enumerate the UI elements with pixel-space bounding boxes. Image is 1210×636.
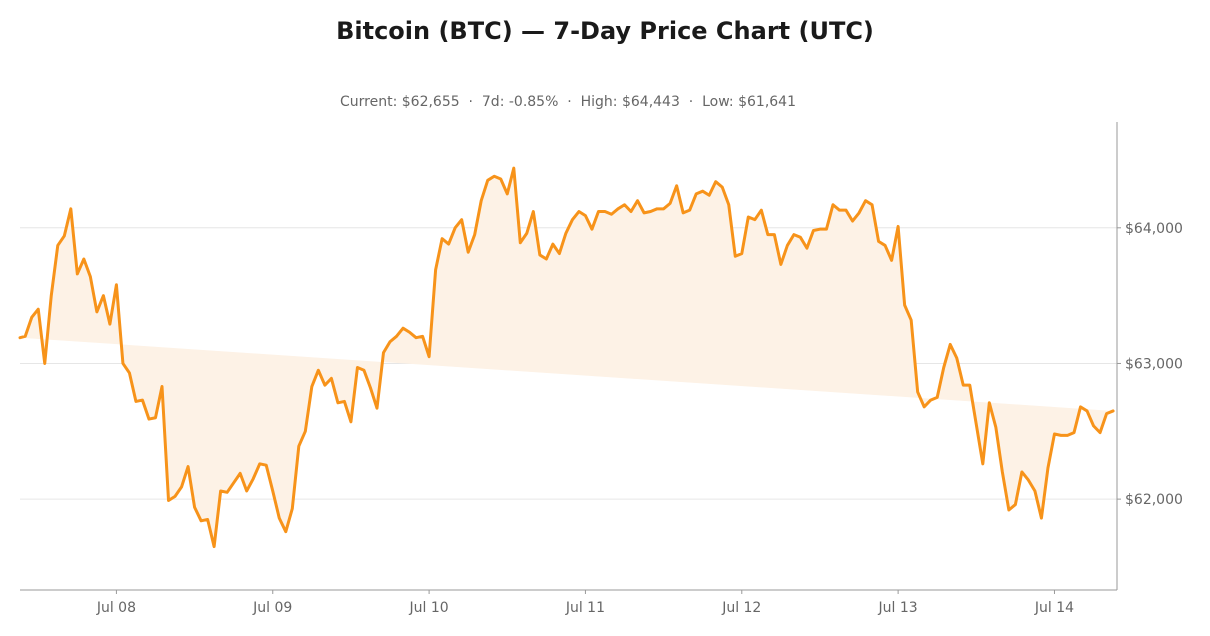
x-tick-label-5: Jul 13 [878,600,918,616]
x-tick-label-0: Jul 08 [96,600,136,616]
x-tick-label-3: Jul 11 [565,600,605,616]
x-tick-label-6: Jul 14 [1034,600,1074,616]
y-axis-ticks: $62,000 $63,000 $64,000 [1117,221,1183,508]
x-tick-label-4: Jul 12 [721,600,761,616]
x-tick-label-2: Jul 10 [409,600,449,616]
x-axis-ticks: Jul 08 Jul 09 Jul 10 Jul 11 Jul 12 Jul 13 Jul … [96,590,1074,616]
y-tick-label-0: $62,000 [1125,492,1183,508]
price-area-fill [20,168,1114,547]
price-line [18,166,1115,549]
y-tick-label-2: $64,000 [1125,221,1183,237]
x-tick-label-1: Jul 09 [252,600,292,616]
chart-title: Bitcoin (BTC) — 7-Day Price Chart (UTC) [336,17,874,45]
y-tick-label-1: $63,000 [1125,356,1183,372]
chart-subtitle: Current: $62,655 · 7d: -0.85% · High: $6… [340,94,796,110]
